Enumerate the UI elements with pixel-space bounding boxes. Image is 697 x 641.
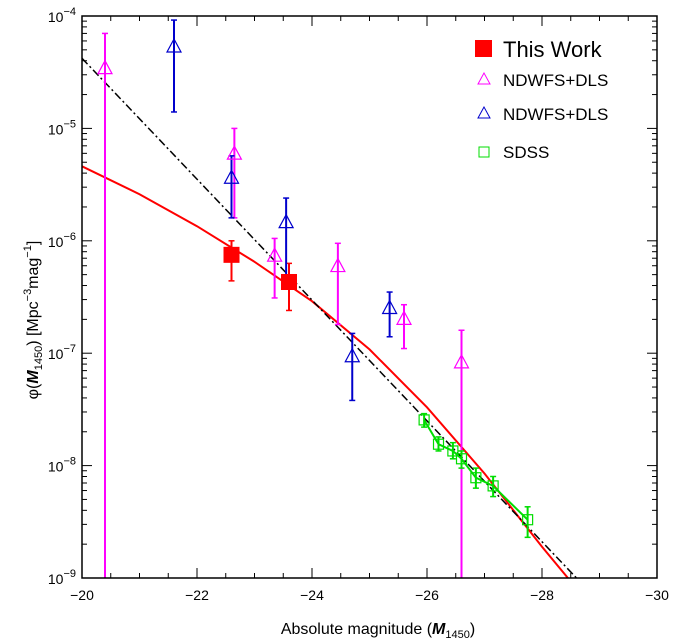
error-bars: [102, 19, 531, 578]
y-tick-label: 10−5: [48, 118, 76, 137]
data-point-triangle: [96, 59, 114, 75]
data-point-triangle: [165, 37, 183, 53]
legend-item-ndwfs-dls-blue: NDWFS+DLS: [477, 105, 608, 124]
x-tick-label: −30: [645, 587, 669, 603]
model-curves: [81, 57, 578, 579]
x-tick-label: −24: [300, 587, 324, 603]
curve-solid-0: [81, 165, 569, 579]
data-point-sdss: [522, 514, 534, 526]
legend-marker-filled-square: [475, 40, 492, 57]
legend-item-this-work: This Work: [475, 37, 603, 62]
data-point-sdss: [487, 480, 499, 492]
legend-label-ndwfs-dls-blue: NDWFS+DLS: [503, 105, 608, 124]
axis-ticks: [81, 16, 658, 579]
data-point-triangle: [453, 353, 470, 369]
data-point-triangle: [226, 144, 243, 160]
y-tick-label: 10−6: [48, 231, 76, 250]
plot-frame: [81, 15, 658, 579]
x-tick-label: −22: [185, 587, 209, 603]
legend-marker-blue-triangle: [477, 105, 491, 119]
x-tick-labels: −20 −22 −24 −26 −28 −30: [70, 587, 669, 603]
data-point-this-work: [223, 246, 240, 263]
x-tick-label: −26: [415, 587, 439, 603]
legend-label-ndwfs-dls-magenta: NDWFS+DLS: [503, 71, 608, 90]
legend-label-sdss: SDSS: [503, 143, 549, 162]
y-axis-label: φ(M1450) [Mpc−3mag−1]: [22, 241, 45, 400]
data-point-sdss: [455, 453, 468, 465]
data-point-this-work: [281, 273, 297, 290]
legend: This Work NDWFS+DLS NDWFS+DLS SDSS: [475, 37, 608, 162]
y-tick-label: 10−4: [48, 6, 76, 25]
x-tick-label: −28: [530, 587, 554, 603]
y-tick-labels: 10−9 10−8 10−7 10−6 10−5 10−4: [48, 6, 76, 587]
legend-marker-magenta-triangle: [477, 71, 491, 85]
x-tick-label: −20: [70, 587, 94, 603]
data-point-triangle: [266, 246, 283, 262]
legend-item-sdss: SDSS: [478, 143, 549, 162]
data-point-sdss: [447, 445, 459, 457]
data-point-sdss: [470, 472, 482, 484]
data-point-triangle: [223, 169, 240, 184]
y-tick-label: 10−9: [48, 568, 76, 587]
data-point-sdss: [432, 438, 445, 450]
data-markers: [96, 37, 534, 526]
curve-dash-dot-1: [81, 57, 578, 579]
legend-label-this-work: This Work: [503, 37, 603, 62]
legend-marker-green-square: [478, 146, 490, 158]
data-point-sdss: [418, 414, 430, 426]
data-point-triangle: [278, 213, 295, 229]
data-point-triangle: [329, 257, 346, 273]
data-point-triangle: [395, 310, 413, 325]
legend-item-ndwfs-dls-magenta: NDWFS+DLS: [477, 71, 608, 90]
x-axis-label: Absolute magnitude (M1450): [281, 621, 475, 641]
y-tick-label: 10−7: [48, 343, 76, 362]
data-point-triangle: [344, 347, 361, 363]
data-point-triangle: [381, 299, 398, 315]
y-tick-label: 10−8: [48, 456, 76, 475]
